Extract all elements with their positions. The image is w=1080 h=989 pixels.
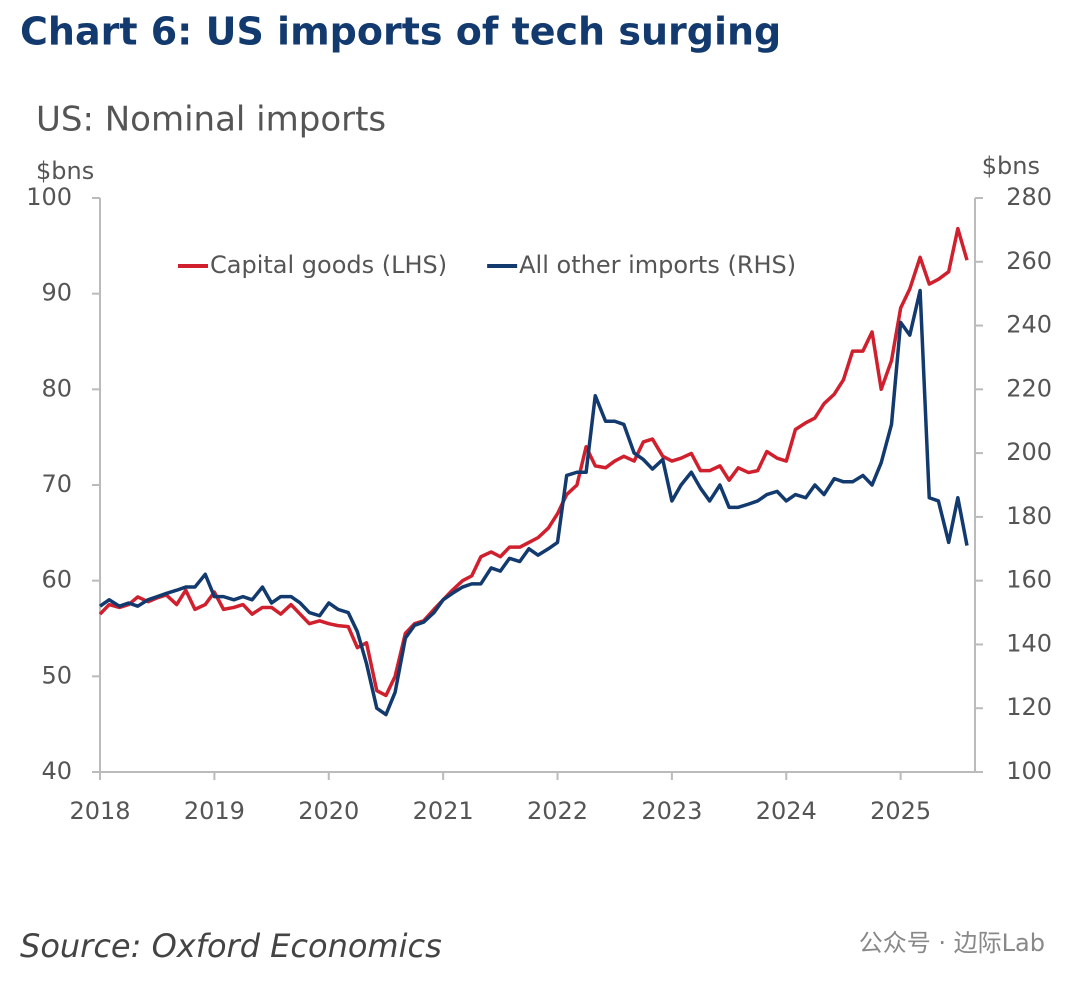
y-tick-label: 50 [41,661,72,689]
y2-tick-label: 200 [1006,438,1052,466]
legend-label: All other imports (RHS) [519,251,796,279]
y-tick-label: 90 [41,279,72,307]
y2-tick-label: 160 [1006,566,1052,594]
y2-tick-label: 260 [1006,247,1052,275]
y-tick-label: 40 [41,757,72,785]
y-tick-label: 70 [41,470,72,498]
y2-tick-label: 240 [1006,311,1052,339]
x-tick-label: 2019 [184,797,245,825]
y2-tick-label: 140 [1006,629,1052,657]
x-tick-label: 2020 [298,797,359,825]
y2-axis-label: $bns [982,152,1040,180]
y2-tick-label: 120 [1006,693,1052,721]
y-tick-label: 80 [41,374,72,402]
y2-tick-label: 280 [1006,183,1052,211]
x-tick-label: 2018 [69,797,130,825]
chart-subtitle: US: Nominal imports [36,100,386,140]
watermark: 公众号 · 边际Lab [859,929,1045,957]
series-line [98,288,969,717]
y-tick-label: 100 [26,183,72,211]
y-axis-label: $bns [36,157,94,185]
x-tick-label: 2024 [756,797,817,825]
source: Source: Oxford Economics [20,927,442,965]
y2-tick-label: 100 [1006,757,1052,785]
x-tick-label: 2025 [870,797,931,825]
x-tick-label: 2022 [527,797,588,825]
series-line [98,226,969,698]
x-tick-label: 2023 [641,797,702,825]
y2-tick-label: 220 [1006,374,1052,402]
chart-title: Chart 6: US imports of tech surging [20,10,781,54]
y-tick-label: 60 [41,566,72,594]
legend-label: Capital goods (LHS) [210,251,447,279]
y2-tick-label: 180 [1006,502,1052,530]
x-tick-label: 2021 [413,797,474,825]
